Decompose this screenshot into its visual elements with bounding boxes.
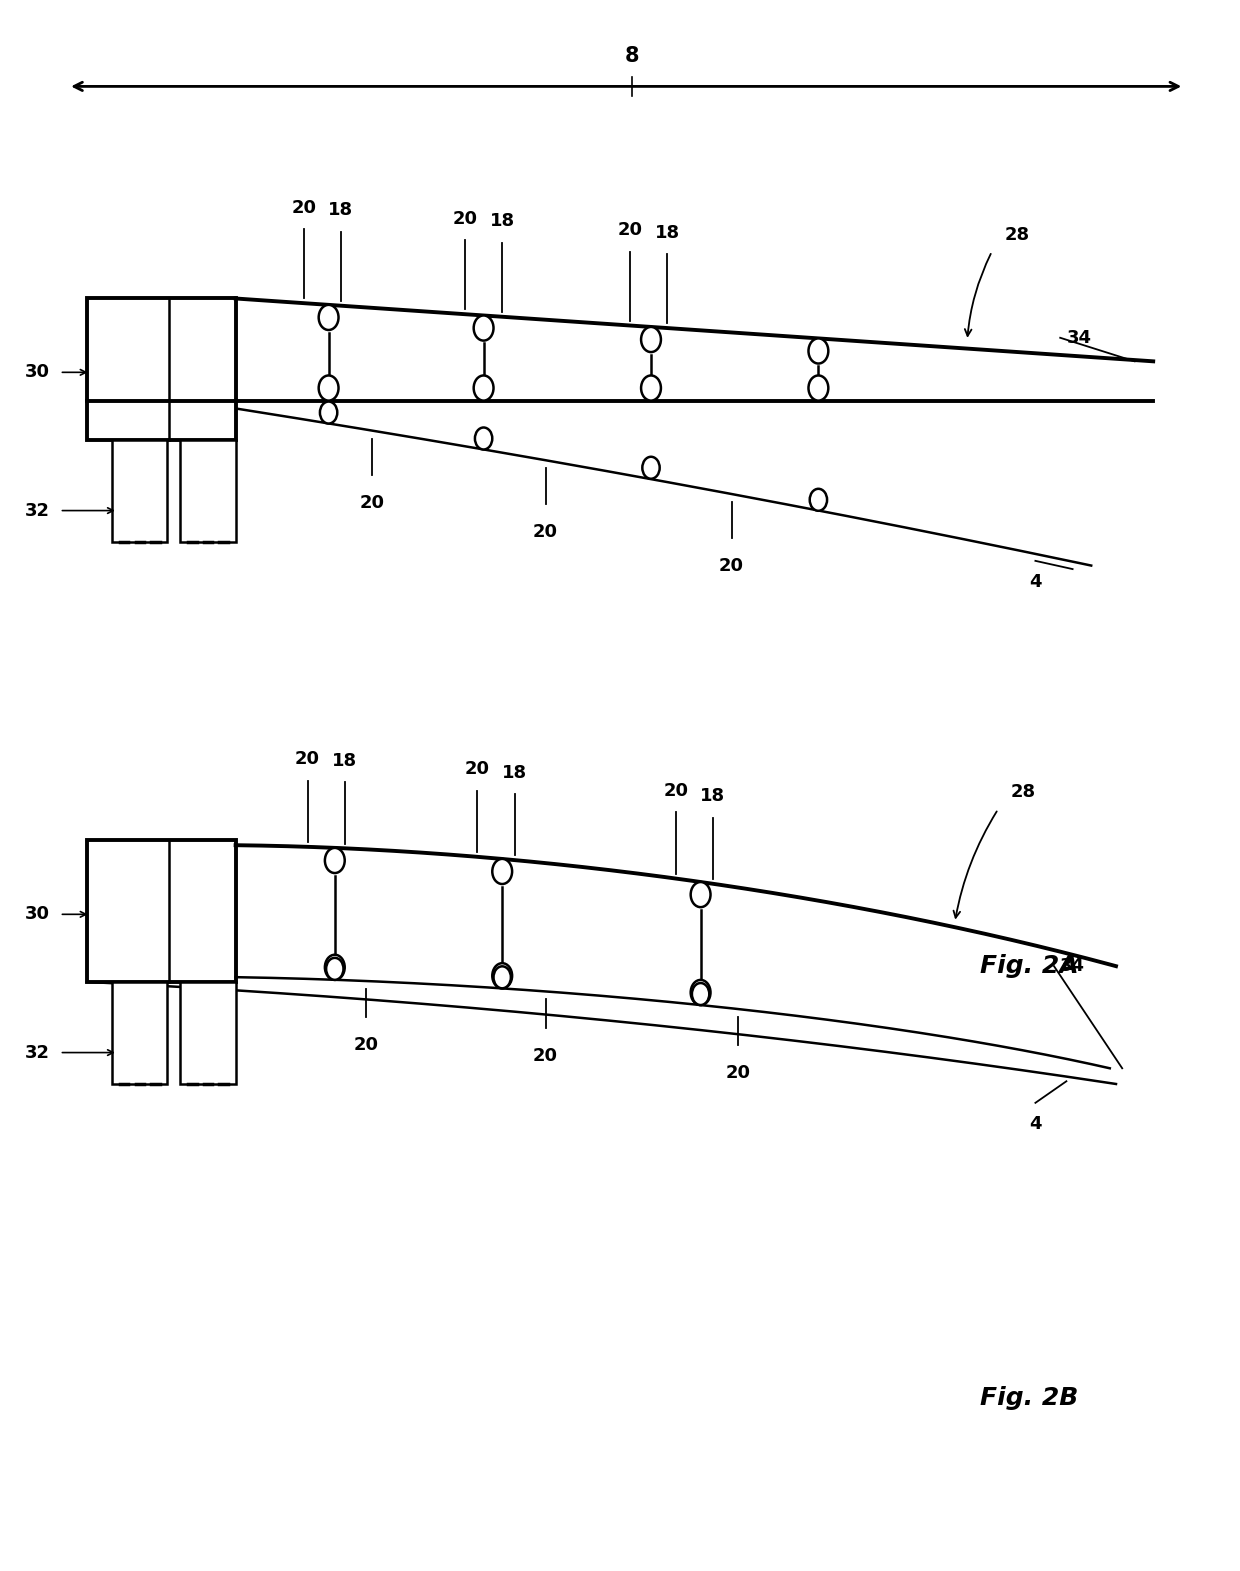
Circle shape [319, 375, 339, 401]
Text: 20: 20 [533, 1046, 558, 1065]
Circle shape [642, 457, 660, 479]
Bar [87, 840, 236, 982]
Text: 20: 20 [353, 1035, 378, 1054]
Text: 18: 18 [332, 753, 357, 770]
Text: 32: 32 [25, 1043, 50, 1062]
Text: Fig. 2A: Fig. 2A [980, 954, 1079, 979]
Circle shape [692, 983, 709, 1005]
Text: 28: 28 [1004, 226, 1029, 244]
Circle shape [810, 489, 827, 511]
Circle shape [808, 375, 828, 401]
Circle shape [325, 848, 345, 873]
Text: 8: 8 [625, 46, 640, 66]
Text: 18: 18 [655, 223, 680, 242]
Text: 20: 20 [663, 782, 688, 800]
Circle shape [492, 859, 512, 884]
Text: 18: 18 [490, 212, 515, 231]
Text: 18: 18 [701, 787, 725, 806]
Text: 4: 4 [1029, 573, 1042, 591]
Circle shape [641, 327, 661, 352]
Text: 20: 20 [291, 200, 316, 217]
Bar [180, 982, 236, 1084]
Circle shape [474, 316, 494, 341]
Circle shape [325, 955, 345, 980]
Bar [87, 298, 236, 440]
Text: 32: 32 [25, 501, 50, 520]
Text: 20: 20 [719, 556, 744, 575]
Circle shape [320, 402, 337, 424]
Text: 20: 20 [725, 1064, 750, 1082]
Text: 30: 30 [25, 363, 50, 382]
Circle shape [691, 881, 711, 906]
Text: 20: 20 [453, 211, 477, 228]
Bar [180, 440, 236, 542]
Circle shape [494, 966, 511, 988]
Text: 20: 20 [618, 222, 642, 239]
Text: 34: 34 [1060, 957, 1085, 976]
Circle shape [319, 305, 339, 330]
Bar [112, 982, 167, 1084]
Circle shape [691, 980, 711, 1005]
Circle shape [326, 958, 343, 980]
Bar [112, 440, 167, 542]
Text: 18: 18 [502, 764, 527, 781]
Text: 34: 34 [1066, 328, 1091, 347]
Circle shape [808, 338, 828, 363]
Circle shape [492, 963, 512, 988]
Text: 18: 18 [329, 201, 353, 220]
Circle shape [475, 427, 492, 449]
Circle shape [641, 375, 661, 401]
Text: 20: 20 [360, 493, 384, 512]
Text: 30: 30 [25, 905, 50, 924]
Text: 20: 20 [295, 751, 320, 768]
Text: 4: 4 [1029, 1115, 1042, 1133]
Text: 20: 20 [465, 760, 490, 778]
Text: 28: 28 [1011, 784, 1035, 801]
Text: 20: 20 [533, 523, 558, 540]
Circle shape [474, 375, 494, 401]
Text: Fig. 2B: Fig. 2B [980, 1386, 1078, 1411]
